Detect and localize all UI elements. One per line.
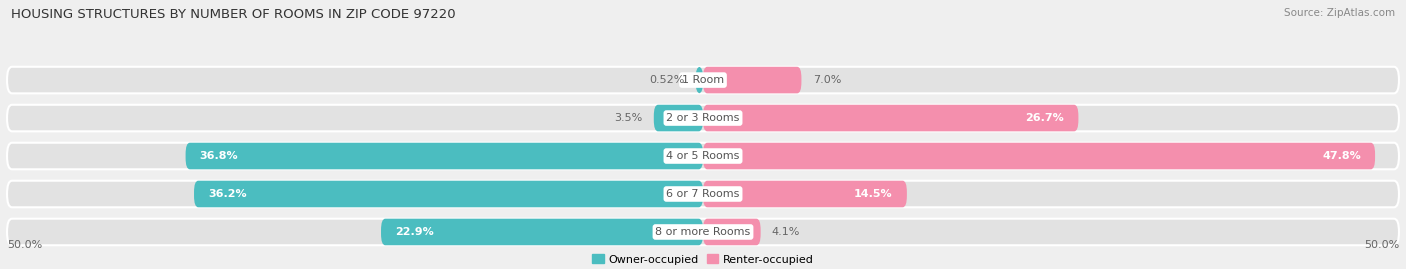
Text: 4 or 5 Rooms: 4 or 5 Rooms bbox=[666, 151, 740, 161]
Legend: Owner-occupied, Renter-occupied: Owner-occupied, Renter-occupied bbox=[588, 250, 818, 269]
Text: 2 or 3 Rooms: 2 or 3 Rooms bbox=[666, 113, 740, 123]
Text: 36.2%: 36.2% bbox=[208, 189, 246, 199]
FancyBboxPatch shape bbox=[703, 219, 761, 245]
FancyBboxPatch shape bbox=[7, 143, 1399, 169]
Text: 6 or 7 Rooms: 6 or 7 Rooms bbox=[666, 189, 740, 199]
FancyBboxPatch shape bbox=[7, 67, 1399, 93]
Text: 14.5%: 14.5% bbox=[855, 189, 893, 199]
FancyBboxPatch shape bbox=[186, 143, 703, 169]
FancyBboxPatch shape bbox=[703, 67, 801, 93]
FancyBboxPatch shape bbox=[194, 181, 703, 207]
FancyBboxPatch shape bbox=[7, 219, 1399, 245]
Text: 50.0%: 50.0% bbox=[1364, 240, 1399, 250]
FancyBboxPatch shape bbox=[696, 67, 703, 93]
Text: 4.1%: 4.1% bbox=[772, 227, 800, 237]
FancyBboxPatch shape bbox=[703, 181, 907, 207]
FancyBboxPatch shape bbox=[703, 143, 1375, 169]
Text: 47.8%: 47.8% bbox=[1322, 151, 1361, 161]
Text: Source: ZipAtlas.com: Source: ZipAtlas.com bbox=[1284, 8, 1395, 18]
Text: 36.8%: 36.8% bbox=[200, 151, 238, 161]
FancyBboxPatch shape bbox=[381, 219, 703, 245]
Text: 8 or more Rooms: 8 or more Rooms bbox=[655, 227, 751, 237]
Text: 22.9%: 22.9% bbox=[395, 227, 434, 237]
FancyBboxPatch shape bbox=[7, 181, 1399, 207]
FancyBboxPatch shape bbox=[654, 105, 703, 131]
Text: 26.7%: 26.7% bbox=[1025, 113, 1064, 123]
FancyBboxPatch shape bbox=[703, 105, 1078, 131]
Text: 7.0%: 7.0% bbox=[813, 75, 841, 85]
Text: 1 Room: 1 Room bbox=[682, 75, 724, 85]
FancyBboxPatch shape bbox=[7, 105, 1399, 131]
Text: 0.52%: 0.52% bbox=[650, 75, 685, 85]
Text: HOUSING STRUCTURES BY NUMBER OF ROOMS IN ZIP CODE 97220: HOUSING STRUCTURES BY NUMBER OF ROOMS IN… bbox=[11, 8, 456, 21]
Text: 50.0%: 50.0% bbox=[7, 240, 42, 250]
Text: 3.5%: 3.5% bbox=[614, 113, 643, 123]
